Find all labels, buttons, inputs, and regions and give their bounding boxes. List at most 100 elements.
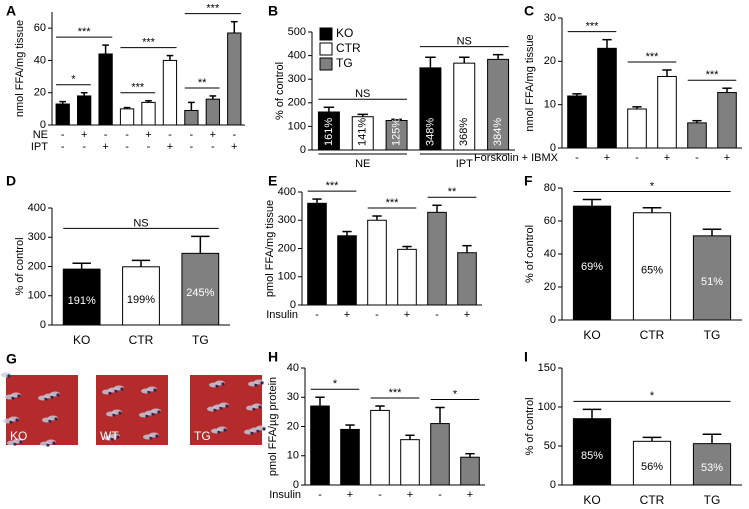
bar [55, 103, 70, 126]
y-tick-label: 400 [278, 186, 296, 198]
nucleus [116, 435, 120, 439]
group-label: IPT [456, 158, 473, 170]
condition-value: - [435, 309, 439, 321]
condition-value: + [81, 129, 87, 141]
y-tick-label: 100 [538, 401, 556, 413]
condition-value: + [231, 141, 237, 153]
y-tick-label: 0 [550, 479, 556, 491]
significance-label: *** [646, 51, 660, 63]
condition-value: - [375, 309, 379, 321]
nucleus [19, 440, 23, 444]
panel-letter: H [268, 349, 278, 365]
significance-label: *** [386, 197, 400, 209]
bar [340, 428, 360, 486]
bar [430, 423, 450, 486]
significance-label: * [453, 388, 458, 400]
micrograph: TG [190, 375, 266, 445]
significance-label: *** [326, 180, 340, 192]
significance-label: * [333, 378, 338, 390]
panel-letter: I [524, 349, 528, 365]
y-tick-label: 20 [544, 55, 556, 67]
bar [457, 252, 477, 306]
condition-label: Insulin [266, 309, 298, 321]
significance-label: *** [206, 3, 220, 15]
bar [77, 95, 92, 126]
condition-value: + [210, 129, 216, 141]
x-tick-label: CTR [129, 333, 154, 347]
y-tick-label: 40 [287, 362, 299, 374]
y-tick-label: 0 [300, 144, 306, 156]
y-tick-label: 300 [288, 73, 306, 85]
y-tick-label: 100 [278, 271, 296, 283]
bar [119, 108, 135, 126]
legend-swatch [319, 42, 333, 56]
y-tick-label: 150 [538, 362, 556, 374]
micrograph: WT [96, 375, 168, 445]
value-label: 161% [323, 118, 335, 146]
condition-value: - [61, 129, 65, 141]
x-tick-label: CTR [640, 493, 665, 507]
condition-value: + [467, 489, 473, 501]
y-axis-label: nmol FFA/mg tissue [14, 20, 26, 117]
y-tick-label: 0 [293, 479, 299, 491]
nucleus [223, 428, 227, 432]
nucleus [15, 418, 19, 422]
y-tick-label: 300 [28, 231, 46, 243]
condition-value: - [104, 129, 108, 141]
bar [692, 235, 732, 321]
condition-value: + [145, 129, 151, 141]
condition-value: + [102, 141, 108, 153]
condition-value: - [147, 141, 151, 153]
bar [627, 108, 647, 149]
y-axis-label: % of control [524, 397, 536, 455]
significance-label: ** [198, 77, 207, 89]
image-label: WT [100, 429, 119, 443]
bar [162, 59, 178, 126]
legend-label: TG [336, 56, 353, 70]
bar [310, 405, 330, 486]
significance-label: *** [142, 36, 156, 48]
significance-label: *** [706, 69, 720, 81]
bar [184, 109, 199, 126]
panel-letter: D [6, 173, 16, 189]
condition-value: + [347, 489, 353, 501]
y-tick-label: 60 [34, 22, 46, 34]
significance-label: NS [355, 88, 370, 100]
nucleus [258, 405, 262, 409]
condition-value: + [604, 152, 610, 164]
bar [370, 409, 390, 486]
image-label: TG [194, 429, 211, 443]
y-tick-label: 30 [287, 391, 299, 403]
y-tick-label: 200 [278, 242, 296, 254]
panel-letter: C [524, 3, 534, 19]
bar [657, 76, 677, 149]
y-tick-label: 400 [28, 202, 46, 214]
condition-value: + [724, 152, 730, 164]
nucleus [52, 441, 56, 445]
nucleus [221, 382, 225, 386]
condition-label: IPT [31, 141, 48, 153]
bar [572, 205, 612, 321]
y-tick-label: 0 [550, 142, 556, 154]
y-tick-label: 500 [288, 26, 306, 38]
condition-label: NE [33, 129, 48, 141]
y-axis-label: % of control [14, 237, 26, 295]
legend-swatch [319, 27, 333, 41]
condition-value: + [464, 309, 470, 321]
condition-value: - [378, 489, 382, 501]
nucleus [7, 374, 11, 378]
y-tick-label: 0 [290, 299, 296, 311]
bar [227, 32, 242, 126]
value-label: 368% [458, 118, 470, 146]
value-label: 348% [424, 118, 436, 146]
y-tick-label: 100 [288, 120, 306, 132]
y-tick-label: 50 [544, 440, 556, 452]
condition-value: - [211, 141, 215, 153]
y-tick-label: 10 [287, 450, 299, 462]
y-tick-label: 0 [40, 319, 46, 331]
y-axis-label: % of control [524, 225, 536, 283]
value-label: 191% [68, 295, 96, 307]
x-tick-label: TG [192, 333, 209, 347]
condition-label: Insulin [269, 489, 301, 501]
